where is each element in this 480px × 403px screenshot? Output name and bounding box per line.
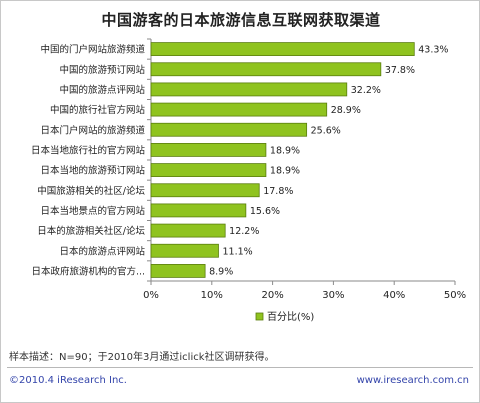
category-label: 日本门户网站的旅游频道 [40,124,145,136]
value-label: 8.9% [209,266,233,277]
x-tick-label: 30% [322,290,344,301]
value-label: 11.1% [222,246,252,257]
value-label: 12.2% [229,226,259,237]
chart-title: 中国游客的日本旅游信息互联网获取渠道 [101,11,381,29]
value-label: 32.2% [351,85,381,96]
category-label: 日本当地的旅游预订网站 [40,165,145,177]
bar [150,183,260,198]
category-label: 日本当地旅行社的官方网站 [31,144,146,156]
value-label: 37.8% [385,65,415,76]
category-label: 中国的旅游点评网站 [59,84,145,96]
value-label: 18.9% [270,166,300,177]
x-tick-label: 0% [143,290,159,301]
category-label: 日本的旅游相关社区/论坛 [37,225,145,237]
sample-note: 样本描述：N=90；于2010年3月通过iclick社区调研获得。 [9,352,275,363]
bar [150,223,226,238]
bar [150,203,247,218]
bar [150,143,267,157]
category-label: 中国的旅游预订网站 [59,64,145,76]
bar [150,62,382,77]
x-tick-label: 10% [201,290,223,301]
value-label: 43.3% [418,45,448,56]
category-label: 中国的门户网站旅游频道 [40,44,145,56]
bar [150,42,415,56]
legend-label: 百分比(%) [267,311,314,323]
x-tick-label: 50% [444,290,466,301]
value-label: 15.6% [250,206,280,217]
footer-divider [7,367,473,368]
category-label: 日本政府旅游机构的官方... [31,265,145,277]
bar [150,163,267,177]
category-label: 中国的旅行社官方网站 [50,104,146,116]
copyright-text: ©2010.4 iResearch Inc. [9,375,127,386]
value-label: 17.8% [263,186,293,197]
category-label: 日本当地景点的官方网站 [40,205,145,217]
value-label: 25.6% [311,125,341,136]
legend-swatch [255,312,264,321]
bar [150,122,308,137]
value-label: 18.9% [270,145,300,156]
bar [150,243,219,258]
bar-chart: 中国的门户网站旅游频道 43.3% 中国的旅游预订网站 37.8% 中国的旅游点评网站 3… [31,38,466,323]
category-label: 中国旅游相关的社区/论坛 [37,185,145,197]
website-text: www.iresearch.com.cn [356,375,469,386]
value-label: 28.9% [331,105,361,116]
category-label: 日本的旅游点评网站 [59,245,145,257]
bar [150,264,206,278]
x-tick-label: 40% [383,290,405,301]
bar [150,82,348,97]
x-tick-label: 20% [261,290,283,301]
bar [150,102,328,117]
